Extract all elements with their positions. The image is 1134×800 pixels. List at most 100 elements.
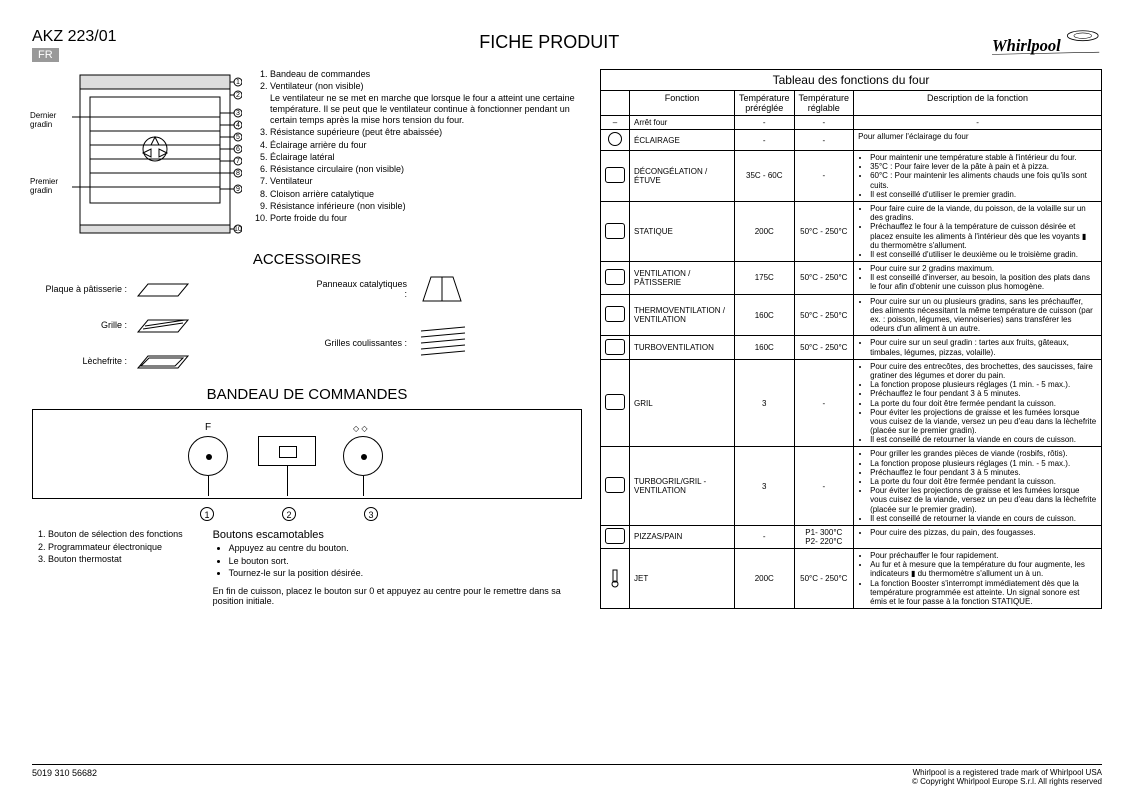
circ-3: 3 <box>364 507 378 521</box>
header: AKZ 223/01 FR FICHE PRODUIT Whirlpool <box>32 28 1102 63</box>
func-desc-item: La porte du four doit être fermée pendan… <box>870 477 1097 486</box>
parts-item: Éclairage latéral <box>270 152 582 163</box>
func-preset: 200C <box>735 201 795 261</box>
func-icon <box>601 262 630 295</box>
func-name: THERMOVENTILATION / VENTILATION <box>630 294 735 336</box>
functions-table: Fonction Température préréglée Températu… <box>600 90 1102 609</box>
drip-tray-icon <box>133 346 193 376</box>
page-title: FICHE PRODUIT <box>117 32 983 53</box>
acc-grilles-coul-label: Grilles coulissantes : <box>312 338 407 348</box>
footer: 5019 310 56682 Whirlpool is a registered… <box>32 764 1102 786</box>
func-desc-item: Il est conseillé d'inverser, au besoin, … <box>870 273 1097 291</box>
svg-text:8: 8 <box>236 170 240 177</box>
bandeau-left-item: Programmateur électronique <box>48 542 183 554</box>
parts-item: Éclairage arrière du four <box>270 140 582 151</box>
func-desc: Pour maintenir une température stable à … <box>854 151 1102 202</box>
func-desc-item: Pour cuire sur 2 gradins maximum. <box>870 264 1097 273</box>
func-desc-item: La fonction Booster s'interrompt immédia… <box>870 579 1097 607</box>
func-desc-item: Pour éviter les projections de graisse e… <box>870 486 1097 514</box>
th-preset: Température préréglée <box>735 91 795 116</box>
func-adjustable: P1- 300°C P2- 220°C <box>794 525 854 548</box>
parts-item: Cloison arrière catalytique <box>270 189 582 200</box>
func-adjustable: - <box>794 151 854 202</box>
last-rack-label: Dernier gradin <box>30 111 74 129</box>
func-desc-item: Il est conseillé d'utiliser le premier g… <box>870 190 1097 199</box>
bandeau-right-item: Tournez-le sur la position désirée. <box>229 568 582 580</box>
svg-text:Whirlpool: Whirlpool <box>992 36 1061 55</box>
func-adjustable: - <box>794 359 854 447</box>
func-desc-item: Pour cuire des entrecôtes, des brochette… <box>870 362 1097 380</box>
func-desc-item: Préchauffez le four pendant 3 à 5 minute… <box>870 468 1097 477</box>
model-number: AKZ 223/01 <box>32 28 117 46</box>
whirlpool-logo-svg: Whirlpool <box>992 28 1102 61</box>
func-desc-item: Il est conseillé de retourner la viande … <box>870 514 1097 523</box>
func-desc-item: Préchauffez le four à la température de … <box>870 222 1097 250</box>
svg-text:2: 2 <box>236 92 240 99</box>
table-row: GRIL3-Pour cuire des entrecôtes, des bro… <box>601 359 1102 447</box>
sliding-rails-icon <box>413 323 473 363</box>
func-icon <box>601 548 630 608</box>
func-desc-item: Pour griller les grandes pièces de viand… <box>870 449 1097 458</box>
func-name: STATIQUE <box>630 201 735 261</box>
footer-legal: Whirlpool is a registered trade mark of … <box>912 768 1102 786</box>
footer-legal-1: Whirlpool is a registered trade mark of … <box>912 768 1102 777</box>
footer-ref: 5019 310 56682 <box>32 768 97 786</box>
svg-text:4: 4 <box>236 122 240 129</box>
bandeau-left-item: Bouton de sélection des fonctions <box>48 529 183 541</box>
func-desc-item: Pour faire cuire de la viande, du poisso… <box>870 204 1097 222</box>
func-name: TURBOGRIL/GRIL - VENTILATION <box>630 447 735 526</box>
func-adjustable: 50°C - 250°C <box>794 336 854 359</box>
accessories-title: ACCESSOIRES <box>32 251 582 268</box>
func-name: ÉCLAIRAGE <box>630 130 735 151</box>
func-name: TURBOVENTILATION <box>630 336 735 359</box>
bandeau-right-title: Boutons escamotables <box>213 529 582 541</box>
func-icon <box>601 336 630 359</box>
acc-plaque: Plaque à pâtisserie : <box>32 274 302 304</box>
table-row: –Arrêt four--- <box>601 116 1102 130</box>
left-column: 1 2 3 4 5 6 7 8 9 10 Dern <box>32 69 582 609</box>
bandeau-title: BANDEAU DE COMMANDES <box>32 386 582 403</box>
header-left: AKZ 223/01 FR <box>32 28 117 62</box>
func-preset: 3 <box>735 447 795 526</box>
wire-rack-icon <box>133 310 193 340</box>
bandeau-right-block: Boutons escamotables Appuyez au centre d… <box>213 529 582 606</box>
f-label: F <box>205 422 211 433</box>
acc-lechefrite: Lèchefrite : <box>32 346 302 376</box>
control-panel-diagram: F ◇ ◇ <box>32 409 582 499</box>
parts-item: Résistance inférieure (non visible) <box>270 201 582 212</box>
right-column: Tableau des fonctions du four Fonction T… <box>600 69 1102 609</box>
language-badge: FR <box>32 48 59 62</box>
func-adjustable: 50°C - 250°C <box>794 548 854 608</box>
oven-diagram: 1 2 3 4 5 6 7 8 9 10 Dern <box>32 69 242 241</box>
parts-item: Porte froide du four <box>270 213 582 224</box>
func-desc: Pour griller les grandes pièces de viand… <box>854 447 1102 526</box>
parts-item-sub: Le ventilateur ne se met en marche que l… <box>270 93 582 127</box>
table-row: TURBOGRIL/GRIL - VENTILATION3-Pour grill… <box>601 447 1102 526</box>
func-desc-item: 35°C : Pour faire lever de la pâte à pai… <box>870 162 1097 171</box>
func-preset: 175C <box>735 262 795 295</box>
func-icon <box>601 447 630 526</box>
func-icon <box>601 359 630 447</box>
func-desc-item: Pour préchauffer le four rapidement. <box>870 551 1097 560</box>
table-row: JET200C50°C - 250°CPour préchauffer le f… <box>601 548 1102 608</box>
func-adjustable: 50°C - 250°C <box>794 294 854 336</box>
circ-2: 2 <box>282 507 296 521</box>
func-desc-item: Il est conseillé d'utiliser le deuxième … <box>870 250 1097 259</box>
baking-tray-icon <box>133 274 193 304</box>
temp-symbol: ◇ ◇ <box>353 424 368 433</box>
svg-text:7: 7 <box>236 158 240 165</box>
display-panel <box>258 436 316 466</box>
functions-table-title: Tableau des fonctions du four <box>600 69 1102 90</box>
func-name: VENTILATION / PÂTISSERIE <box>630 262 735 295</box>
func-desc-item: La porte du four doit être fermée pendan… <box>870 399 1097 408</box>
func-adjustable: - <box>794 130 854 151</box>
bandeau-left-list: Bouton de sélection des fonctionsProgram… <box>32 529 183 606</box>
panel-numbers: 1 2 3 <box>32 507 582 521</box>
oven-svg: 1 2 3 4 5 6 7 8 9 10 <box>32 69 242 239</box>
func-desc-item: Pour cuire sur un seul gradin : tartes a… <box>870 338 1097 356</box>
acc-grilles-coul: Grilles coulissantes : <box>312 310 582 376</box>
func-preset: - <box>735 130 795 151</box>
acc-grille-label: Grille : <box>32 320 127 330</box>
func-desc: Pour cuire des entrecôtes, des brochette… <box>854 359 1102 447</box>
func-name: GRIL <box>630 359 735 447</box>
